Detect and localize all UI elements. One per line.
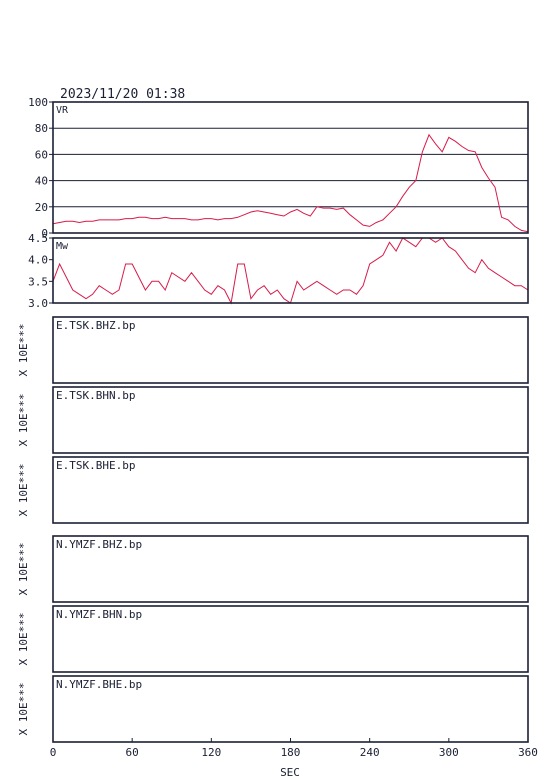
trace-label: N.YMZF.BHE.bp <box>56 678 142 691</box>
x-tick-label: 240 <box>360 746 380 759</box>
y-tick-label: 3.0 <box>28 297 48 310</box>
trace-panel: E.TSK.BHZ.bp X 10E*** <box>17 316 529 384</box>
timestamp: 2023/11/20 01:38 <box>60 87 185 102</box>
y-tick-label: 20 <box>35 201 48 214</box>
trace-scale-label: X 10E*** <box>17 464 30 517</box>
x-tick-label: 300 <box>439 746 459 759</box>
y-tick-label: 4.0 <box>28 254 48 267</box>
panel-frame <box>52 101 529 234</box>
trace-label: E.TSK.BHN.bp <box>56 389 135 402</box>
y-tick-label: 4.5 <box>28 232 48 245</box>
x-tick-label: 180 <box>281 746 301 759</box>
trace-scale-label: X 10E*** <box>17 324 30 377</box>
trace-frame <box>52 605 529 673</box>
panel-label: VR <box>56 105 69 116</box>
trace-panel: N.YMZF.BHZ.bp X 10E*** <box>17 535 529 603</box>
trace-scale-label: X 10E*** <box>17 543 30 596</box>
trace-frame <box>52 316 529 384</box>
y-tick-label: 3.5 <box>28 275 48 288</box>
y-tick-label: 100 <box>28 96 48 109</box>
trace-label: N.YMZF.BHZ.bp <box>56 538 142 551</box>
trace-scale-label: X 10E*** <box>17 394 30 447</box>
x-axis-label: SEC <box>280 766 300 779</box>
trace-frame <box>52 535 529 603</box>
trace-label: E.TSK.BHE.bp <box>56 459 135 472</box>
y-tick-label: 80 <box>35 122 48 135</box>
trace-frame <box>52 386 529 454</box>
panel-mw: 3.0 3.5 4.0 4.5 Mw <box>28 232 529 310</box>
trace-scale-label: X 10E*** <box>17 613 30 666</box>
y-tick-label: 40 <box>35 175 48 188</box>
y-tick-label: 60 <box>35 148 48 161</box>
series-line-vr <box>52 133 529 233</box>
x-tick-label: 0 <box>50 746 57 759</box>
trace-label: E.TSK.BHZ.bp <box>56 319 135 332</box>
trace-label: N.YMZF.BHN.bp <box>56 608 142 621</box>
panels: 0 20 40 60 80 100 VR 3.0 3.5 4.0 4.5 Mw E.TSK.BHZ.bp… <box>17 96 538 759</box>
series-line-mw <box>52 237 529 305</box>
trace-panel: N.YMZF.BHE.bp X 10E*** <box>17 675 529 743</box>
y-tick-label: 0 <box>41 227 48 240</box>
trace-frame <box>52 456 529 524</box>
trace-panel: E.TSK.BHN.bp X 10E*** <box>17 386 529 454</box>
trace-panel: E.TSK.BHE.bp X 10E*** <box>17 456 529 524</box>
trace-scale-label: X 10E*** <box>17 683 30 736</box>
panel-label: Mw <box>56 241 69 252</box>
x-tick-label: 120 <box>201 746 221 759</box>
x-tick-label: 60 <box>126 746 139 759</box>
panel-frame <box>52 237 529 304</box>
trace-panel: N.YMZF.BHN.bp X 10E*** <box>17 605 529 673</box>
panel-vr: 0 20 40 60 80 100 VR <box>28 96 529 240</box>
x-tick-label: 360 <box>518 746 538 759</box>
